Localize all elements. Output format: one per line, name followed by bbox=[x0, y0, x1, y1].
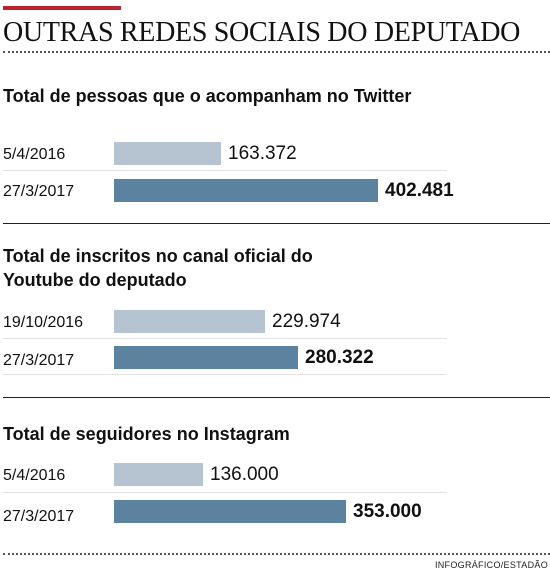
bar-youtube-0 bbox=[114, 310, 265, 333]
row-separator bbox=[3, 492, 447, 493]
credit-text: INFOGRÁFICO/ESTADÃO bbox=[434, 560, 548, 570]
row-label-youtube-0: 19/10/2016 bbox=[3, 314, 84, 331]
row-label-twitter-1: 27/3/2017 bbox=[3, 183, 75, 200]
value-youtube-1: 280.322 bbox=[305, 347, 374, 368]
title-divider bbox=[3, 51, 550, 53]
accent-line bbox=[3, 6, 121, 10]
value-instagram-0: 136.000 bbox=[210, 464, 279, 485]
row-separator bbox=[3, 374, 447, 375]
bar-youtube-1 bbox=[114, 346, 298, 369]
row-label-instagram-0: 5/4/2016 bbox=[3, 467, 66, 484]
value-twitter-0: 163.372 bbox=[228, 143, 297, 164]
row-separator bbox=[3, 170, 447, 171]
row-separator bbox=[3, 338, 447, 339]
panel-title-instagram: Total de seguidores no Instagram bbox=[3, 424, 290, 444]
value-twitter-1: 402.481 bbox=[385, 180, 454, 201]
panel-divider bbox=[3, 223, 550, 224]
page-title: OUTRAS REDES SOCIAIS DO DEPUTADO bbox=[3, 17, 521, 48]
bar-instagram-1 bbox=[114, 500, 346, 523]
row-label-instagram-1: 27/3/2017 bbox=[3, 508, 75, 525]
panel-title-youtube: Total de inscritos no canal oficial do Y… bbox=[3, 246, 313, 290]
footer-divider bbox=[3, 553, 550, 555]
panel-divider bbox=[3, 397, 550, 398]
value-instagram-1: 353.000 bbox=[353, 501, 422, 522]
panel-title-twitter: Total de pessoas que o acompanham no Twi… bbox=[3, 86, 412, 106]
value-youtube-0: 229.974 bbox=[272, 311, 341, 332]
bar-twitter-1 bbox=[114, 179, 378, 202]
bar-instagram-0 bbox=[114, 463, 203, 486]
row-label-youtube-1: 27/3/2017 bbox=[3, 352, 75, 369]
row-label-twitter-0: 5/4/2016 bbox=[3, 146, 66, 163]
bar-twitter-0 bbox=[114, 142, 221, 165]
